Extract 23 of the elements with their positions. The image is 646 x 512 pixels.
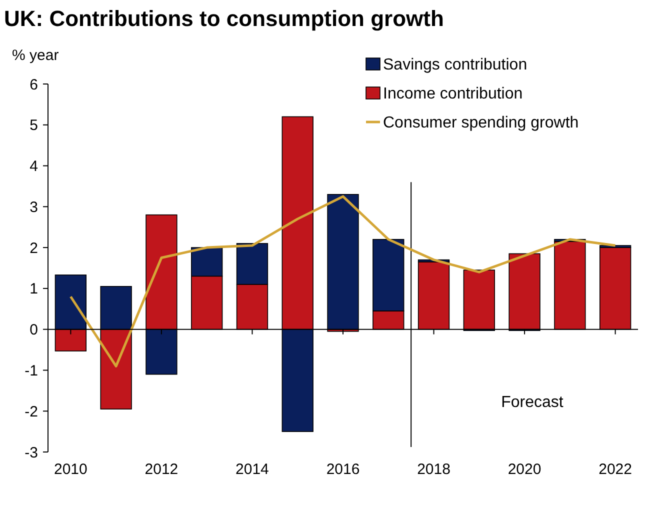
y-axis-title: % year [12, 47, 59, 64]
chart-title: UK: Contributions to consumption growth [4, 6, 444, 31]
y-tick-label: 3 [30, 198, 38, 216]
x-tick-label: 2016 [326, 461, 360, 478]
y-tick-label: 0 [30, 322, 38, 339]
y-tick-label: -1 [24, 362, 38, 380]
x-tick-label: 2020 [508, 461, 542, 478]
annotation: Forecast [501, 394, 564, 412]
legend-label: Consumer spending growth [383, 114, 579, 132]
y-tick-label: 6 [30, 76, 38, 94]
x-tick-label: 2018 [417, 461, 450, 478]
y-tick-label: 2 [30, 240, 38, 257]
y-tick-label: -3 [24, 444, 38, 462]
legend-label: Income contribution [383, 86, 523, 103]
x-tick-label: 2012 [144, 461, 178, 478]
x-tick-label: 2010 [54, 461, 88, 478]
y-tick-label: -2 [24, 403, 38, 420]
y-tick-label: 5 [30, 117, 38, 134]
x-tick-label: 2014 [236, 461, 269, 478]
y-tick-label: 1 [30, 280, 38, 298]
x-tick-label: 2022 [598, 461, 632, 478]
legend-label: Savings contribution [383, 56, 528, 74]
y-tick-label: 4 [30, 158, 38, 176]
